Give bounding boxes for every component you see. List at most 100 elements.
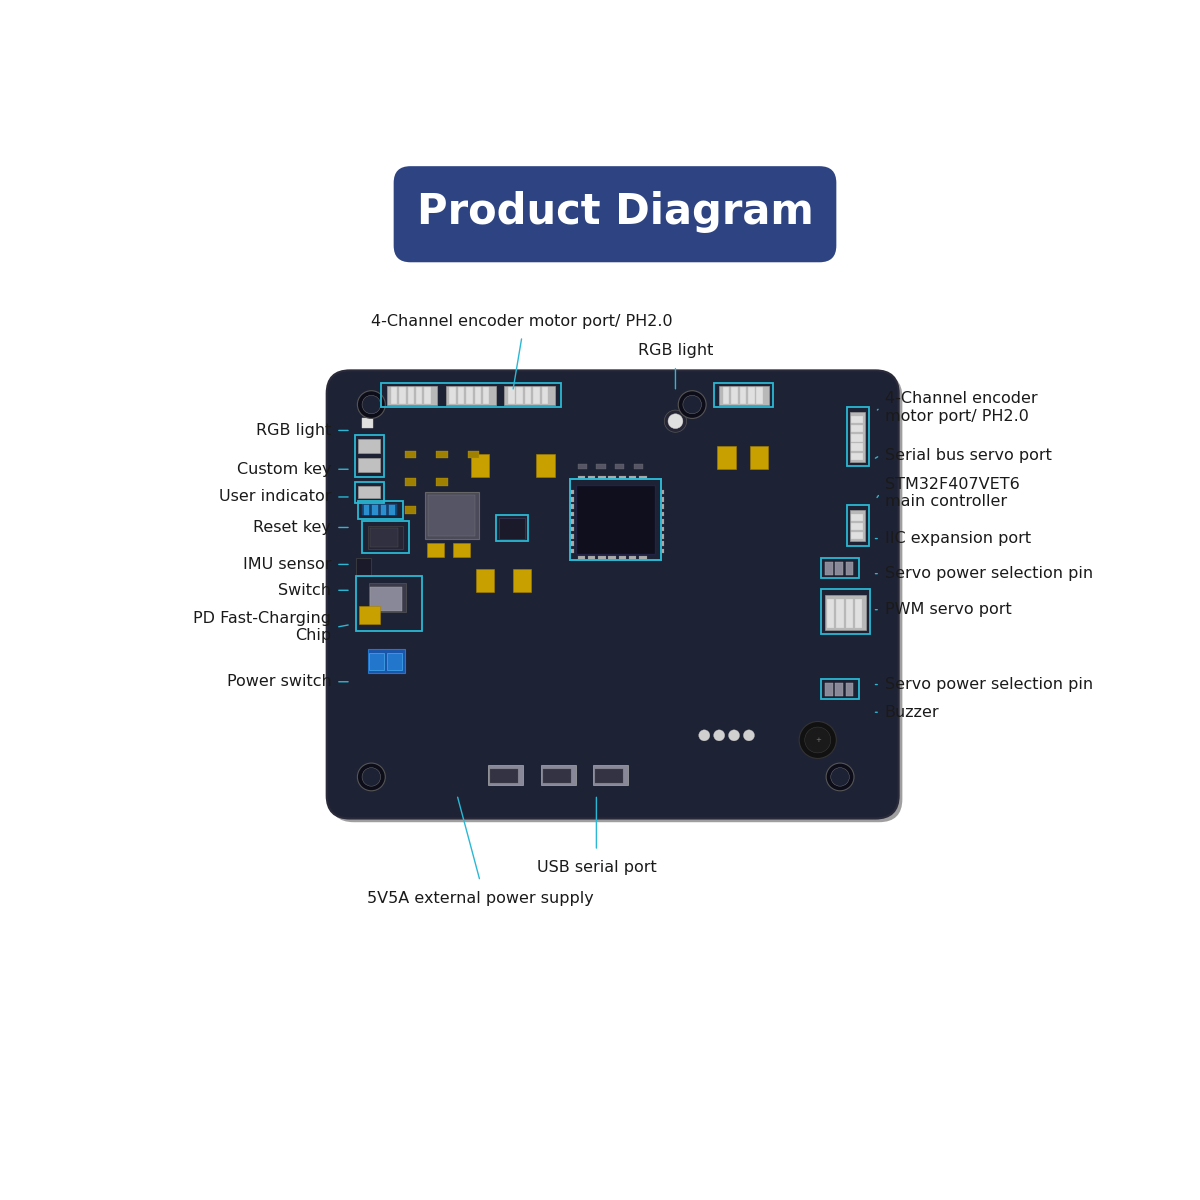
Bar	[826, 562, 833, 575]
Bar	[536, 454, 554, 476]
Text: PD Fast-Charging
Chip: PD Fast-Charging Chip	[193, 611, 331, 643]
Bar	[851, 532, 863, 540]
Bar	[533, 388, 540, 403]
Text: Buzzer: Buzzer	[884, 704, 940, 720]
Bar	[570, 497, 574, 502]
Text: 5V5A external power supply: 5V5A external power supply	[367, 890, 594, 906]
Text: 4-Channel encoder motor port/ PH2.0: 4-Channel encoder motor port/ PH2.0	[371, 313, 673, 329]
Bar	[629, 556, 636, 559]
Bar	[660, 548, 665, 553]
Text: Custom key: Custom key	[236, 462, 331, 476]
Bar	[851, 523, 863, 530]
Bar	[356, 558, 371, 576]
Bar	[370, 653, 384, 670]
Circle shape	[358, 763, 385, 791]
Bar	[482, 388, 490, 403]
Bar	[719, 386, 769, 404]
Text: PWM servo port: PWM servo port	[884, 602, 1012, 617]
Bar	[458, 388, 464, 403]
Circle shape	[362, 395, 380, 414]
Bar	[359, 458, 379, 472]
Bar	[608, 556, 616, 559]
Bar	[544, 769, 571, 784]
Bar	[371, 528, 398, 547]
Bar	[445, 386, 496, 404]
Text: Power switch: Power switch	[227, 674, 331, 689]
Bar	[404, 506, 416, 514]
Bar	[474, 388, 481, 403]
Bar	[380, 505, 386, 515]
Bar	[826, 683, 833, 696]
Bar	[570, 520, 574, 523]
Bar	[508, 388, 515, 403]
Bar	[468, 451, 479, 458]
Bar	[846, 599, 853, 628]
Bar	[629, 475, 636, 480]
Circle shape	[728, 730, 739, 740]
Bar	[475, 569, 494, 592]
Bar	[359, 500, 403, 520]
Bar	[660, 504, 665, 509]
Circle shape	[358, 391, 385, 419]
Bar	[660, 511, 665, 516]
Bar	[570, 504, 574, 509]
Bar	[822, 679, 859, 700]
Bar	[359, 486, 379, 498]
Bar	[851, 434, 863, 442]
Text: Switch: Switch	[278, 583, 331, 598]
Bar	[851, 425, 863, 432]
Bar	[570, 548, 574, 553]
Bar	[491, 769, 518, 784]
Bar	[660, 490, 665, 494]
Bar	[408, 388, 414, 403]
Bar	[368, 583, 406, 612]
FancyBboxPatch shape	[408, 234, 822, 260]
Text: +: +	[815, 737, 821, 743]
Text: RGB light: RGB light	[256, 422, 331, 438]
Bar	[362, 419, 373, 427]
Text: STM32F407VET6
main controller: STM32F407VET6 main controller	[884, 478, 1020, 510]
Text: RGB light: RGB light	[637, 343, 713, 359]
Bar	[718, 446, 736, 469]
Bar	[371, 587, 402, 611]
Bar	[391, 388, 397, 403]
Bar	[846, 407, 869, 467]
Text: IMU sensor: IMU sensor	[242, 557, 331, 572]
Bar	[380, 383, 562, 407]
Bar	[595, 769, 623, 784]
Bar	[846, 505, 869, 546]
Bar	[588, 556, 595, 559]
Bar	[470, 454, 490, 476]
Bar	[570, 541, 574, 546]
Bar	[487, 764, 523, 785]
Bar	[660, 527, 665, 532]
Bar	[846, 562, 853, 575]
Bar	[660, 520, 665, 523]
Text: IIC expansion port: IIC expansion port	[884, 532, 1031, 546]
Bar	[389, 505, 395, 515]
Bar	[640, 475, 647, 480]
Bar	[599, 556, 606, 559]
Bar	[826, 595, 866, 630]
Bar	[467, 388, 473, 403]
Bar	[619, 475, 626, 480]
Circle shape	[362, 768, 380, 786]
Bar	[388, 653, 402, 670]
Bar	[454, 544, 470, 557]
Text: Reset key: Reset key	[253, 520, 331, 535]
Bar	[516, 388, 523, 403]
Bar	[851, 510, 865, 541]
Bar	[359, 606, 379, 624]
Bar	[593, 764, 628, 785]
Text: Product Diagram: Product Diagram	[416, 191, 814, 233]
Bar	[851, 443, 863, 451]
Bar	[437, 451, 448, 458]
Bar	[748, 388, 755, 403]
Bar	[427, 544, 444, 557]
Bar	[846, 683, 853, 696]
Bar	[355, 482, 384, 503]
Bar	[425, 388, 431, 403]
Circle shape	[683, 395, 702, 414]
Bar	[367, 648, 404, 672]
Bar	[437, 479, 448, 486]
